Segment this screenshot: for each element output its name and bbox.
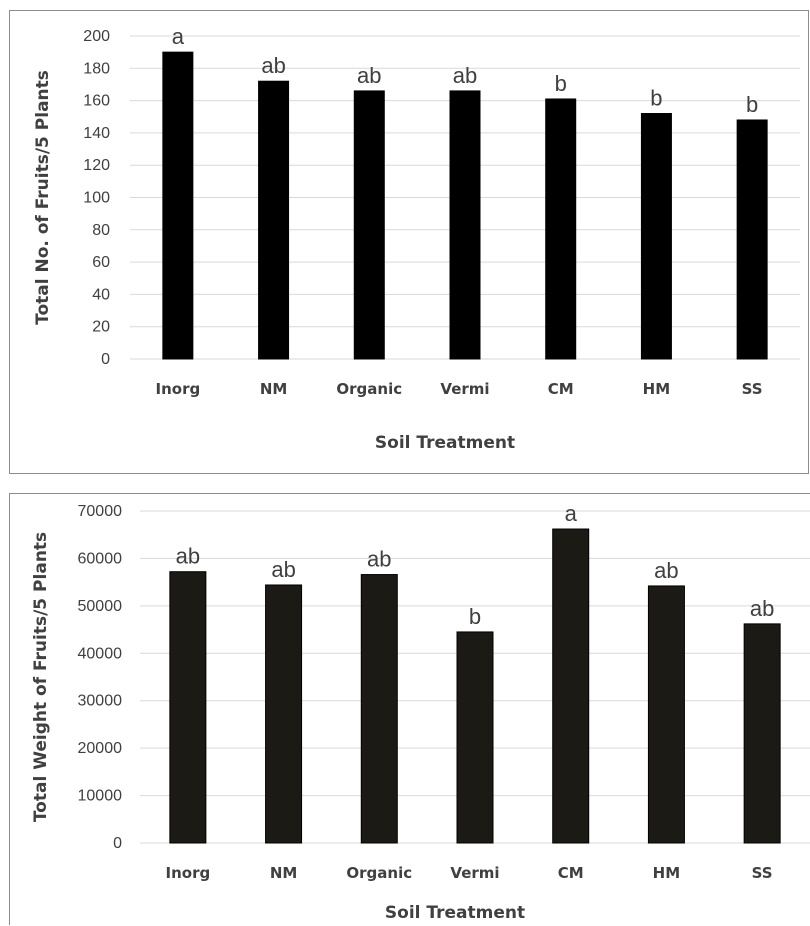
y-tick-label: 70000: [78, 503, 123, 520]
y-tick-label: 20000: [78, 740, 123, 757]
y-tick-label: 50000: [78, 598, 123, 615]
x-tick-label: HM: [653, 864, 680, 882]
x-tick-label: NM: [260, 380, 287, 398]
bar: [736, 119, 768, 360]
y-tick-label: 100: [83, 190, 110, 207]
bar: [640, 113, 672, 360]
bar: [265, 584, 303, 844]
y-tick-label: 10000: [78, 788, 123, 805]
y-tick-label: 180: [83, 60, 110, 77]
x-tick-label: HM: [643, 380, 670, 398]
bar: [647, 585, 685, 844]
x-tick-label: Vermi: [440, 380, 489, 398]
chart-fruit-count: 0 20 40 60 80 100 120 140 160 180 200 a Inorg ab NM ab O…: [33, 24, 800, 453]
y-tick-label: 160: [83, 93, 110, 110]
y-tick-label: 20: [92, 319, 110, 336]
bar: [353, 90, 385, 360]
x-tick-label: Inorg: [156, 380, 201, 398]
x-tick-label: Vermi: [450, 864, 499, 882]
chart-fruit-weight: 010000200003000040000500006000070000abIn…: [31, 501, 810, 923]
y-axis-title: Total Weight of Fruits/5 Plants: [31, 532, 51, 822]
x-tick-label: SS: [752, 864, 773, 882]
y-axis-title: Total No. of Fruits/5 Plants: [33, 70, 53, 325]
significance-label: ab: [176, 544, 200, 569]
x-tick-label: Organic: [346, 864, 412, 882]
significance-label: b: [746, 92, 758, 117]
y-tick-label: 120: [83, 157, 110, 174]
y-tick-label: 0: [113, 835, 122, 852]
bar: [552, 528, 590, 844]
x-tick-label: CM: [548, 380, 574, 398]
bar: [545, 98, 577, 360]
bar: [169, 571, 207, 844]
y-tick-label: 40000: [78, 645, 123, 662]
chart-panel-fruit-count: 0 20 40 60 80 100 120 140 160 180 200 a Inorg ab NM ab O…: [9, 10, 809, 474]
y-tick-label: 80: [92, 222, 110, 239]
y-tick-label: 40: [92, 286, 110, 303]
y-tick-label: 140: [83, 125, 110, 142]
significance-label: ab: [750, 596, 774, 621]
significance-label: b: [469, 604, 481, 629]
bar: [456, 631, 494, 844]
bar: [743, 623, 781, 844]
significance-label: ab: [261, 53, 285, 78]
significance-label: ab: [453, 63, 477, 88]
significance-label: a: [565, 501, 578, 526]
bar: [162, 51, 194, 360]
x-tick-label: CM: [558, 864, 584, 882]
x-tick-label: Inorg: [166, 864, 211, 882]
significance-label: b: [555, 71, 567, 96]
significance-label: ab: [357, 63, 381, 88]
significance-label: a: [172, 24, 185, 49]
significance-label: ab: [367, 547, 391, 572]
significance-label: ab: [271, 557, 295, 582]
significance-label: b: [650, 86, 662, 111]
bar: [449, 90, 481, 360]
x-tick-label: NM: [270, 864, 297, 882]
x-axis-title: Soil Treatment: [385, 903, 525, 923]
significance-label: ab: [654, 558, 678, 583]
x-tick-label: Organic: [336, 380, 402, 398]
bar: [360, 574, 398, 844]
x-tick-label: SS: [742, 380, 763, 398]
y-tick-label: 0: [101, 351, 110, 368]
y-tick-label: 30000: [78, 693, 123, 710]
y-tick-label: 60: [92, 254, 110, 271]
y-tick-label: 200: [83, 28, 110, 45]
bar: [258, 80, 290, 360]
chart-panel-fruit-weight: 0 10000 20000 30000 40000 50000 60000 70000 ab In…: [9, 493, 810, 925]
y-tick-label: 60000: [78, 550, 123, 567]
x-axis-title: Soil Treatment: [375, 433, 515, 453]
